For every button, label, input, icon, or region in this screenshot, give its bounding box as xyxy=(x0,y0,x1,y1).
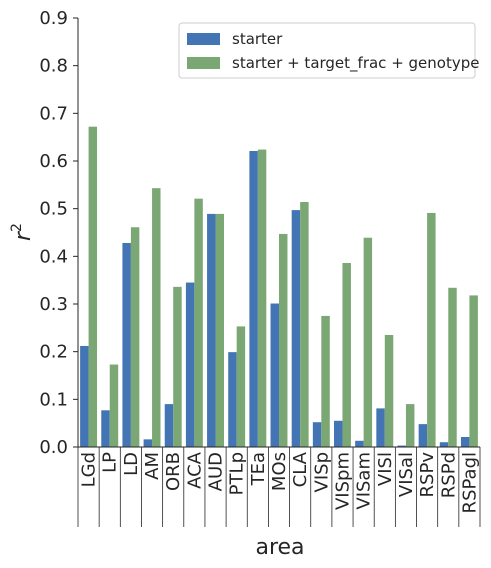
bar-full-model-vispm xyxy=(342,263,350,447)
bar-full-model-rspagl xyxy=(469,295,477,447)
x-tick-label-rspd: RSPd xyxy=(438,452,459,498)
legend-swatch-full-model xyxy=(187,57,220,69)
bar-full-model-ptlp xyxy=(237,326,245,447)
x-tick-label-lgd: LGd xyxy=(79,452,100,487)
bar-full-model-aca xyxy=(194,199,202,447)
bars-group xyxy=(80,127,478,447)
x-axis-title: area xyxy=(255,535,304,560)
bar-starter-rspagl xyxy=(461,437,469,447)
x-tick-label-aud: AUD xyxy=(206,452,227,491)
y-tick-label: 0.3 xyxy=(39,294,68,315)
y-tick-label: 0.8 xyxy=(39,56,68,77)
x-tick-label-cla: CLA xyxy=(290,451,311,487)
bar-full-model-visl xyxy=(385,335,393,447)
bar-starter-orb xyxy=(165,404,173,447)
bar-full-model-orb xyxy=(173,287,181,447)
y-tick-label: 0.2 xyxy=(39,342,68,363)
y-tick-label: 0.0 xyxy=(39,437,68,458)
bar-starter-visp xyxy=(313,422,321,447)
bar-full-model-lp xyxy=(110,365,118,447)
x-tick-label-am: AM xyxy=(142,452,163,480)
x-tick-label-rspagl: RSPagl xyxy=(459,452,480,513)
bar-starter-ld xyxy=(122,243,130,447)
x-tick-label-visal: VISal xyxy=(396,452,417,497)
bar-starter-visl xyxy=(376,408,384,447)
x-tick-label-lp: LP xyxy=(100,452,121,473)
legend-label-starter: starter xyxy=(232,30,283,48)
x-tick-label-visp: VISp xyxy=(311,452,332,492)
x-tick-label-rspv: RSPv xyxy=(417,452,438,498)
bar-starter-ptlp xyxy=(228,352,236,447)
bar-starter-visam xyxy=(355,441,363,447)
y-axis-title: r2 xyxy=(9,223,36,241)
bar-starter-vispm xyxy=(334,421,342,447)
bar-full-model-mos xyxy=(279,234,287,447)
x-tick-label-mos: MOs xyxy=(269,452,290,491)
bar-full-model-aud xyxy=(216,214,224,447)
bar-starter-tea xyxy=(249,151,257,447)
x-tick-label-aca: ACA xyxy=(184,451,205,489)
bar-full-model-rspd xyxy=(448,288,456,447)
bar-starter-lp xyxy=(101,410,109,447)
x-tick-label-ptlp: PTLp xyxy=(227,452,248,495)
x-tick-label-vispm: VISpm xyxy=(332,452,353,510)
x-tick-label-tea: TEa xyxy=(248,452,269,486)
bar-starter-rspd xyxy=(440,442,448,447)
bar-starter-mos xyxy=(271,304,279,447)
legend: starter starter + target_frac + genotype xyxy=(179,23,479,78)
y-tick-label: 0.4 xyxy=(39,246,68,267)
bar-full-model-lgd xyxy=(89,127,97,447)
bar-starter-aud xyxy=(207,214,215,447)
legend-swatch-starter xyxy=(187,33,220,45)
y-tick-label: 0.6 xyxy=(39,151,68,172)
x-tick-label-visam: VISam xyxy=(354,452,375,510)
bar-full-model-rspv xyxy=(427,213,435,447)
bar-full-model-visal xyxy=(406,404,414,447)
bar-full-model-am xyxy=(152,188,160,447)
bar-starter-cla xyxy=(292,210,300,447)
bar-full-model-visam xyxy=(364,238,372,447)
x-tick-label-ld: LD xyxy=(121,452,142,476)
bar-starter-am xyxy=(144,439,152,447)
bar-full-model-tea xyxy=(258,150,266,447)
y-tick-label: 0.1 xyxy=(39,389,68,410)
bar-full-model-visp xyxy=(321,316,329,447)
bar-full-model-ld xyxy=(131,227,139,447)
bar-starter-aca xyxy=(186,283,194,447)
legend-label-full-model: starter + target_frac + genotype xyxy=(232,54,479,73)
y-tick-label: 0.9 xyxy=(39,8,68,29)
y-tick-label: 0.5 xyxy=(39,199,68,220)
x-tick-label-visl: VISl xyxy=(375,452,396,486)
x-axis: LGd LP LD AM ORB ACA AUD PTLp TEa MOs CLA VISp VISpm… xyxy=(78,447,480,527)
x-tick-label-orb: ORB xyxy=(163,452,184,491)
bar-full-model-cla xyxy=(300,202,308,447)
bar-starter-rspv xyxy=(419,424,427,447)
bar-starter-lgd xyxy=(80,346,88,447)
y-tick-label: 0.7 xyxy=(39,103,68,124)
y-axis: 0.0 0.1 0.2 0.3 0.4 0.5 0.6 0.7 0.8 0.9 xyxy=(39,8,78,458)
